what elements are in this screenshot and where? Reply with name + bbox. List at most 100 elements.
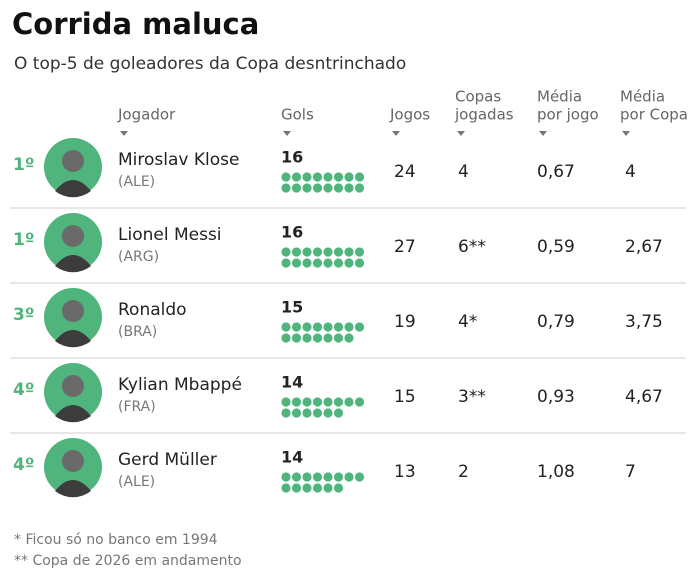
column-header: Jogos [389, 106, 430, 124]
player-country: (ALE) [118, 174, 155, 190]
goal-dot [354, 183, 365, 193]
goal-dot [354, 322, 365, 332]
per-game: 0,93 [537, 387, 575, 407]
goal-dot [312, 333, 323, 343]
goal-dot [302, 183, 312, 193]
per-game: 1,08 [537, 462, 575, 482]
goal-dot [281, 258, 291, 268]
goal-dot [281, 322, 291, 332]
goal-dot [354, 172, 365, 182]
sort-arrow [457, 131, 465, 136]
rank: 3º [13, 305, 34, 325]
sort-arrow [622, 131, 630, 136]
photo-body [55, 405, 91, 423]
goal-dot [302, 483, 312, 493]
goal-dot [354, 397, 365, 407]
goal-dot [281, 408, 291, 418]
photo-body [55, 180, 91, 198]
goal-dot [312, 483, 323, 493]
goal-dot [302, 258, 312, 268]
column-header: Copas [455, 88, 501, 106]
goal-dot [312, 472, 323, 482]
column-header: jogadas [454, 106, 514, 124]
player-name: Gerd Müller [118, 450, 217, 470]
photo-head [62, 450, 84, 472]
player-photo [44, 138, 102, 198]
goal-dot [291, 483, 302, 493]
goal-dot [333, 258, 344, 268]
rank: 1º [13, 155, 34, 175]
goal-dot [333, 322, 344, 332]
photo-body [55, 480, 91, 498]
footnote: ** Copa de 2026 em andamento [14, 553, 242, 569]
goal-dot [291, 408, 302, 418]
goal-dot [302, 472, 312, 482]
per-cup: 7 [625, 462, 636, 482]
per-cup: 2,67 [625, 237, 663, 257]
goal-dot [312, 172, 323, 182]
sort-arrow [120, 131, 128, 136]
column-header: por jogo [537, 106, 599, 124]
goal-dot [302, 247, 312, 257]
title: Corrida maluca [12, 7, 259, 41]
goal-dot [333, 247, 344, 257]
sort-arrow [539, 131, 547, 136]
goal-dot [323, 472, 333, 482]
goal-dot [312, 258, 323, 268]
photo-head [62, 225, 84, 247]
games: 13 [394, 462, 416, 482]
player-photo [44, 213, 102, 273]
games: 24 [394, 162, 416, 182]
goal-dot [333, 333, 344, 343]
goal-dot [281, 472, 291, 482]
player-photo [44, 288, 102, 348]
goal-dot [354, 472, 365, 482]
photo-head [62, 375, 84, 397]
cups: 6** [458, 237, 486, 257]
goals: 14 [281, 448, 303, 467]
player-country: (ARG) [118, 249, 159, 265]
goal-dot [312, 247, 323, 257]
player-country: (FRA) [118, 399, 156, 415]
subtitle: O top-5 de goleadores da Copa desntrinch… [14, 54, 406, 74]
cups: 2 [458, 462, 469, 482]
goal-dot [281, 183, 291, 193]
goal-dot [281, 483, 291, 493]
column-header: Gols [281, 106, 314, 124]
goal-dot [302, 397, 312, 407]
column-header: Jogador [117, 106, 176, 124]
goal-dot [302, 172, 312, 182]
player-name: Ronaldo [118, 300, 187, 320]
per-game: 0,59 [537, 237, 575, 257]
games: 19 [394, 312, 416, 332]
player-photo [44, 363, 102, 423]
goal-dot [333, 172, 344, 182]
goal-dot [323, 247, 333, 257]
goal-dot [344, 472, 354, 482]
goal-dot [291, 172, 302, 182]
player-country: (BRA) [118, 324, 157, 340]
sort-arrow [283, 131, 291, 136]
player-name: Miroslav Klose [118, 150, 239, 170]
cups: 4 [458, 162, 469, 182]
cups: 4* [458, 312, 477, 332]
goal-dot [281, 172, 291, 182]
goal-dot [323, 172, 333, 182]
goals: 16 [281, 223, 303, 242]
goal-dot [291, 397, 302, 407]
sort-arrow [392, 131, 400, 136]
rank: 1º [13, 230, 34, 250]
goal-dot [312, 408, 323, 418]
games: 27 [394, 237, 416, 257]
goal-dot [302, 322, 312, 332]
footnote: * Ficou só no banco em 1994 [14, 532, 218, 548]
goal-dot [302, 333, 312, 343]
column-header: Média [620, 88, 665, 106]
goal-dot [323, 397, 333, 407]
goal-dot [291, 247, 302, 257]
photo-head [62, 150, 84, 172]
column-header: por Copa [620, 106, 688, 124]
goal-dot [333, 408, 344, 418]
goal-dot [344, 183, 354, 193]
